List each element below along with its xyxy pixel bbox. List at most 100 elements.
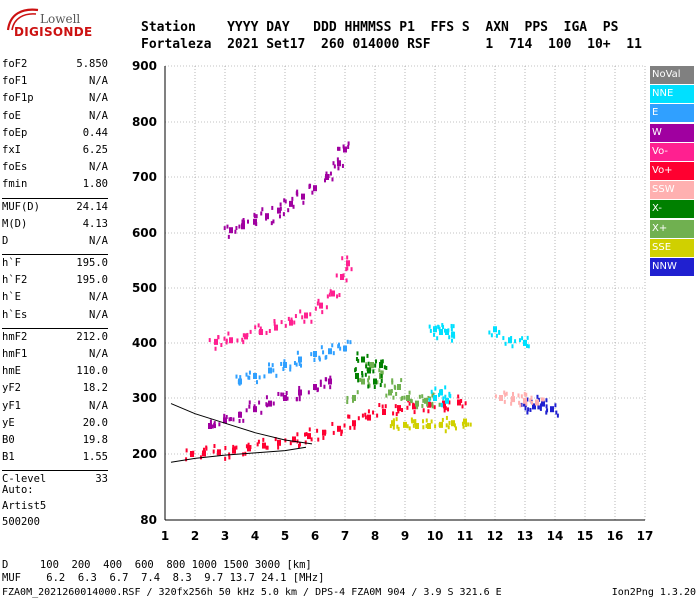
echo-point (422, 408, 425, 413)
echo-point (277, 207, 281, 214)
y-tick-label: 80 (140, 513, 157, 527)
echo-point (223, 336, 226, 341)
echo-point (460, 398, 463, 403)
echo-point (258, 400, 261, 405)
parameter-value: 195.0 (76, 257, 108, 270)
parameter-row: foEp 0.44 (2, 127, 108, 144)
echo-point (326, 294, 329, 299)
echo-point (517, 393, 520, 398)
echo-point (289, 367, 292, 372)
echo-point (510, 401, 513, 406)
echo-point (261, 207, 264, 212)
echo-point (367, 382, 370, 387)
echo-point (245, 372, 248, 377)
echo-point (464, 401, 467, 406)
echo-point (190, 452, 193, 457)
echo-point (367, 414, 371, 421)
parameter-label: h`F (2, 257, 21, 270)
echo-point (329, 375, 332, 380)
echo-point (442, 404, 445, 409)
parameter-label: foEs (2, 161, 28, 174)
parameter-row: B0 19.8 (2, 434, 108, 451)
echo-point (545, 404, 548, 409)
profile-line (170, 446, 307, 463)
echo-point (233, 446, 236, 451)
echo-point (348, 414, 351, 419)
parameter-value: 110.0 (76, 365, 108, 378)
echo-point (469, 422, 472, 427)
echo-point (205, 446, 208, 451)
echo-point (341, 163, 344, 168)
echo-point (354, 367, 357, 372)
echo-point (238, 378, 242, 385)
echo-point (217, 449, 221, 456)
echo-point (242, 418, 245, 423)
echo-point (248, 404, 251, 409)
echo-point (518, 338, 521, 343)
echo-point (523, 340, 527, 346)
echo-point (298, 442, 301, 447)
parameter-value: N/A (89, 92, 108, 105)
echo-point (274, 326, 277, 331)
x-tick-label: 9 (401, 529, 409, 543)
echo-point (249, 329, 252, 334)
echo-point (462, 424, 465, 429)
echo-point (185, 448, 188, 453)
parameter-label: fxI (2, 143, 21, 156)
echo-point (303, 319, 306, 324)
echo-point (381, 370, 384, 375)
echo-point (445, 423, 448, 428)
echo-point (510, 397, 513, 402)
parameter-value: 24.14 (76, 200, 108, 213)
echo-point (322, 350, 325, 355)
echo-point (422, 425, 425, 430)
echo-point (461, 404, 464, 409)
echo-point (444, 429, 447, 434)
echo-point (421, 403, 424, 408)
echo-point (329, 171, 332, 176)
echo-point (367, 384, 370, 389)
echo-point (217, 335, 220, 340)
echo-point (308, 184, 311, 189)
echo-point (451, 420, 455, 427)
echo-point (279, 202, 282, 207)
echo-point (539, 406, 542, 411)
echo-point (438, 326, 441, 331)
echo-point (442, 400, 446, 407)
echo-point (223, 226, 226, 231)
echo-point (550, 406, 554, 413)
echo-point (255, 214, 258, 219)
echo-point (395, 417, 398, 422)
echo-point (313, 351, 317, 357)
echo-point (347, 144, 350, 149)
echo-point (555, 410, 558, 415)
echo-point (461, 421, 464, 426)
echo-point (378, 368, 381, 373)
parameter-label: C-level (2, 473, 47, 486)
echo-point (403, 395, 406, 400)
echo-point (361, 356, 365, 363)
echo-point (346, 260, 350, 267)
echo-point (265, 330, 268, 335)
parameter-value: 4.13 (82, 217, 108, 230)
echo-point (277, 391, 280, 396)
echo-point (385, 393, 388, 398)
echo-point (245, 444, 248, 449)
parameter-row: hmF1 N/A (2, 348, 108, 365)
echo-point (438, 402, 441, 407)
echo-point (434, 395, 437, 400)
parameter-value: N/A (89, 161, 108, 174)
echo-point (289, 319, 293, 326)
echo-point (209, 419, 212, 424)
parameter-value: N/A (89, 234, 108, 247)
parameter-label: foEp (2, 126, 28, 139)
echo-point (323, 384, 326, 389)
echo-point (432, 392, 435, 397)
echo-point (379, 383, 382, 388)
echo-point (406, 395, 410, 401)
x-tick-label: 11 (457, 529, 474, 543)
echo-point (410, 399, 413, 404)
echo-point (359, 377, 362, 382)
parameter-separator (2, 254, 108, 256)
echo-point (526, 335, 529, 340)
